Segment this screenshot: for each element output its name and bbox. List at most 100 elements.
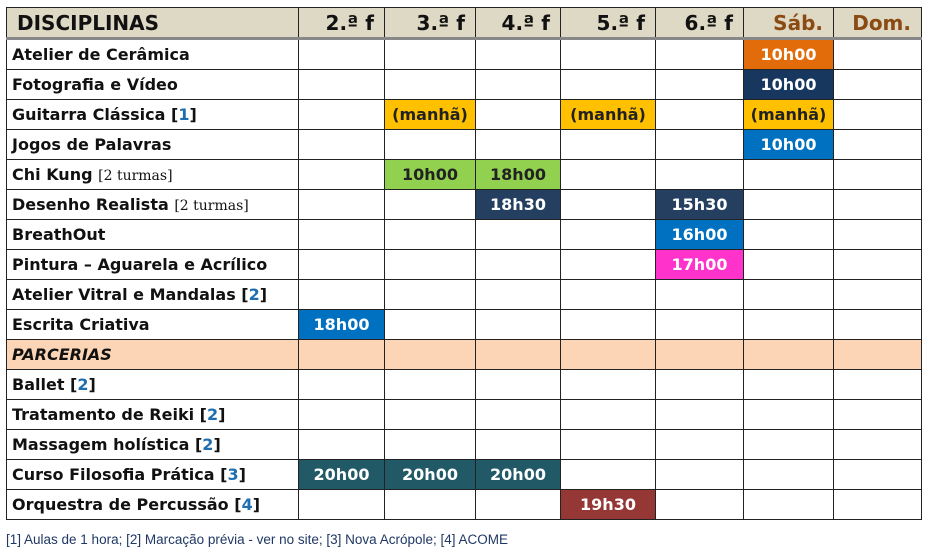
empty-cell (655, 429, 744, 460)
discipline-name: Atelier Vitral e Mandalas [2] (6, 279, 299, 310)
section-cell (298, 339, 385, 370)
empty-cell (298, 429, 385, 460)
empty-cell (833, 399, 922, 430)
empty-cell (298, 369, 385, 400)
discipline-label: Fotografia e Vídeo (12, 75, 178, 94)
header-day: 2.ª f (298, 7, 385, 40)
empty-cell (475, 429, 561, 460)
empty-cell (560, 189, 656, 220)
discipline-name: Chi Kung [2 turmas] (6, 159, 299, 190)
header-day: Dom. (833, 7, 922, 40)
table-row: Guitarra Clássica [1] (manhã) (manhã) (manh… (6, 99, 922, 130)
table-row: Atelier Vitral e Mandalas [2] (6, 279, 922, 310)
header-day: 3.ª f (384, 7, 476, 40)
empty-cell (655, 99, 744, 130)
discipline-name: Desenho Realista [2 turmas] (6, 189, 299, 220)
empty-cell (655, 459, 744, 490)
session-time: 18h00 (475, 159, 561, 190)
session-time: (manhã) (743, 99, 834, 130)
empty-cell (384, 309, 476, 340)
turmas-note: [2 turmas] (98, 168, 173, 184)
discipline-label: Tratamento de Reiki (12, 405, 195, 424)
footnote-ref: [2] (64, 375, 96, 394)
session-time: 20h00 (384, 459, 476, 490)
turmas-note: [2 turmas] (174, 198, 249, 214)
empty-cell (655, 279, 744, 310)
discipline-label: Curso Filosofia Prática (12, 465, 215, 484)
session-time: 10h00 (743, 129, 834, 160)
empty-cell (298, 99, 385, 130)
table-row: Ballet [2] (6, 369, 922, 400)
section-cell (560, 339, 656, 370)
empty-cell (743, 219, 834, 250)
empty-cell (743, 399, 834, 430)
empty-cell (384, 399, 476, 430)
table-row: Fotografia e Vídeo 10h00 (6, 69, 922, 100)
empty-cell (833, 459, 922, 490)
header-disciplinas: DISCIPLINAS (6, 7, 299, 40)
empty-cell (384, 369, 476, 400)
empty-cell (655, 489, 744, 520)
empty-cell (560, 279, 656, 310)
footnote: [1] Aulas de 1 hora; [2] Marcação prévia… (6, 532, 508, 547)
discipline-name: Massagem holística [2] (6, 429, 299, 460)
empty-cell (475, 69, 561, 100)
empty-cell (833, 38, 922, 70)
session-time: 18h00 (298, 309, 385, 340)
empty-cell (655, 369, 744, 400)
discipline-name: Ballet [2] (6, 369, 299, 400)
empty-cell (560, 309, 656, 340)
empty-cell (655, 309, 744, 340)
empty-cell (298, 159, 385, 190)
session-time: (manhã) (384, 99, 476, 130)
empty-cell (833, 129, 922, 160)
discipline-name: Atelier de Cerâmica (6, 38, 299, 70)
discipline-label: Guitarra Clássica (12, 105, 166, 124)
empty-cell (298, 189, 385, 220)
empty-cell (655, 399, 744, 430)
discipline-label: Chi Kung (12, 165, 93, 184)
empty-cell (833, 429, 922, 460)
empty-cell (475, 99, 561, 130)
discipline-label: BreathOut (12, 225, 106, 244)
empty-cell (833, 369, 922, 400)
discipline-name: Orquestra de Percussão [4] (6, 489, 299, 520)
empty-cell (743, 159, 834, 190)
session-time: 10h00 (743, 69, 834, 100)
discipline-label: Jogos de Palavras (12, 135, 172, 154)
empty-cell (298, 279, 385, 310)
discipline-name: Escrita Criativa (6, 309, 299, 340)
empty-cell (655, 69, 744, 100)
empty-cell (384, 129, 476, 160)
session-time: 20h00 (475, 459, 561, 490)
empty-cell (475, 129, 561, 160)
empty-cell (384, 189, 476, 220)
empty-cell (743, 369, 834, 400)
footnote-ref: [3] (214, 465, 246, 484)
empty-cell (833, 219, 922, 250)
empty-cell (384, 69, 476, 100)
empty-cell (475, 249, 561, 280)
empty-cell (298, 69, 385, 100)
empty-cell (475, 219, 561, 250)
empty-cell (298, 38, 385, 70)
empty-cell (475, 399, 561, 430)
header-day: 6.ª f (655, 7, 744, 40)
session-time: (manhã) (560, 99, 656, 130)
empty-cell (655, 159, 744, 190)
empty-cell (384, 38, 476, 70)
empty-cell (655, 38, 744, 70)
discipline-name: Curso Filosofia Prática [3] (6, 459, 299, 490)
empty-cell (560, 369, 656, 400)
empty-cell (833, 489, 922, 520)
empty-cell (384, 219, 476, 250)
table-row: Desenho Realista [2 turmas] 18h30 15h30 (6, 189, 922, 220)
empty-cell (560, 69, 656, 100)
session-time: 15h30 (655, 189, 744, 220)
empty-cell (298, 219, 385, 250)
footnote-ref: [4] (228, 495, 261, 514)
discipline-name: Jogos de Palavras (6, 129, 299, 160)
empty-cell (560, 129, 656, 160)
section-cell (743, 339, 834, 370)
discipline-label: Ballet (12, 375, 65, 394)
